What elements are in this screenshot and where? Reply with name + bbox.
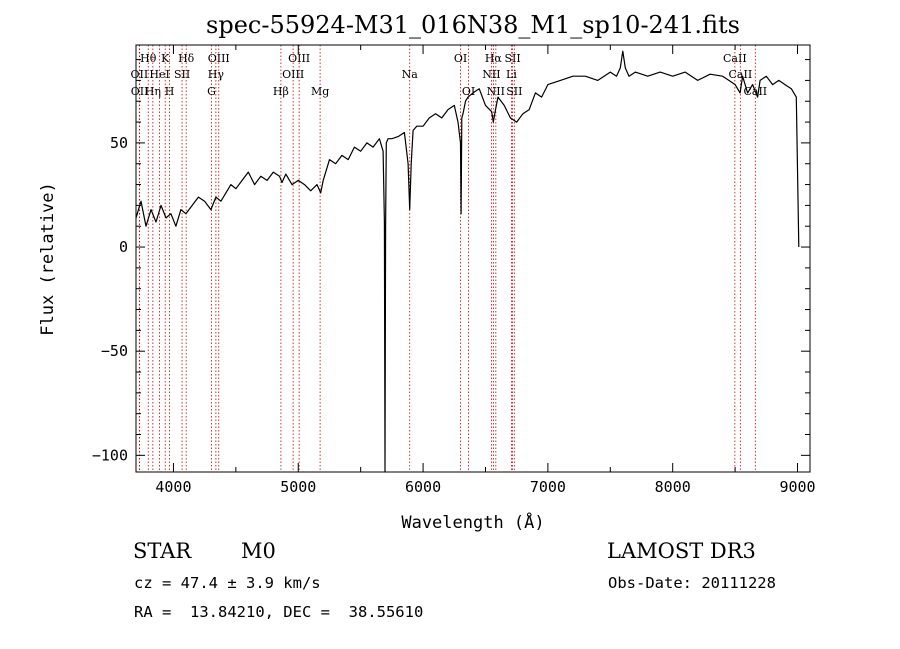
- line-marker-label: Hδ: [178, 52, 195, 65]
- line-marker-label: SII: [174, 68, 190, 81]
- line-marker-label: OIII: [282, 68, 304, 81]
- line-marker-label: OIII: [288, 52, 310, 65]
- line-marker-label: OI: [462, 85, 475, 98]
- line-marker-label: NII: [487, 85, 505, 98]
- coordinates-text: RA = 13.84210, DEC = 38.55610: [134, 603, 424, 621]
- line-marker-label: Li: [506, 68, 517, 81]
- line-marker-label: K: [161, 52, 170, 65]
- spectrum-line: [135, 50, 800, 473]
- object-subclass: M0: [241, 539, 276, 563]
- line-markers: [138, 45, 756, 472]
- line-marker-label: Hβ: [273, 85, 289, 98]
- line-marker-label: Hα: [485, 52, 503, 65]
- line-marker-label: H: [165, 85, 175, 98]
- line-marker-label: Hγ: [208, 68, 225, 81]
- line-marker-label: OII: [131, 85, 149, 98]
- redshift-text: cz = 47.4 ± 3.9 km/s: [134, 574, 321, 592]
- y-axis-label: Flux (relative): [38, 182, 58, 336]
- y-tick-label: −50: [101, 342, 128, 360]
- y-tick-label: 50: [110, 134, 128, 152]
- line-marker-label: SII: [506, 85, 522, 98]
- line-marker-label: G: [207, 85, 216, 98]
- x-tick-label: 5000: [280, 478, 316, 496]
- line-marker-label: HeI: [149, 68, 169, 81]
- line-marker-label: Mg: [311, 85, 329, 98]
- line-marker-label: SII: [504, 52, 520, 65]
- line-marker-label: CaII: [729, 68, 753, 81]
- line-marker-label: Hθ: [140, 52, 157, 65]
- obs-date: Obs-Date: 20111228: [608, 574, 776, 592]
- line-marker-label: NII: [482, 68, 500, 81]
- x-tick-label: 8000: [655, 478, 691, 496]
- x-tick-label: 7000: [530, 478, 566, 496]
- line-marker-label: OI: [454, 52, 467, 65]
- line-marker-label: Na: [402, 68, 419, 81]
- y-tick-label: −100: [92, 446, 128, 464]
- x-tick-label: 9000: [779, 478, 815, 496]
- x-tick-label: 6000: [405, 478, 441, 496]
- y-axis: 50 0 −100 −50: [92, 59, 810, 464]
- x-tick-label: 4000: [155, 478, 191, 496]
- line-marker-label: CaII: [743, 85, 767, 98]
- line-marker-label: Hη: [145, 85, 161, 98]
- line-marker-label: OIII: [208, 52, 230, 65]
- line-marker-label: CaII: [723, 52, 747, 65]
- plot-frame: [135, 44, 811, 473]
- x-axis: 4000 5000 6000 7000 8000 9000: [155, 45, 816, 496]
- object-class: STAR: [133, 539, 192, 563]
- survey-name: LAMOST DR3: [607, 539, 756, 563]
- x-axis-label: Wavelength (Å): [401, 511, 544, 533]
- chart-title: spec-55924-M31_016N38_M1_sp10-241.fits: [206, 11, 740, 39]
- y-tick-label: 0: [119, 238, 128, 256]
- spectrum-series: [135, 50, 800, 473]
- line-marker-label: OII: [131, 68, 149, 81]
